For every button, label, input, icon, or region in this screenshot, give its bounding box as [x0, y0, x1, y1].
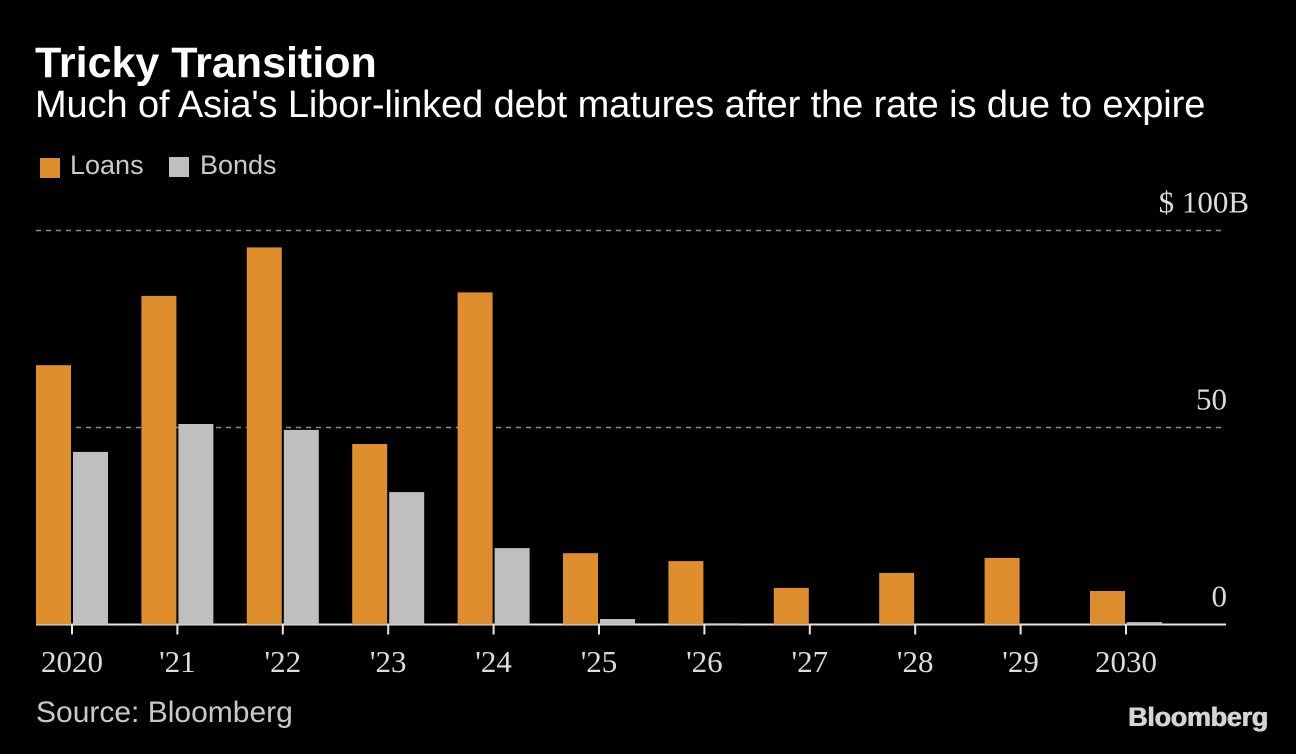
svg-text:50: 50	[1196, 382, 1227, 417]
svg-text:0: 0	[1212, 579, 1228, 614]
svg-text:'27: '27	[792, 644, 829, 679]
svg-text:$ 100B: $ 100B	[1159, 185, 1249, 220]
svg-text:'24: '24	[475, 644, 512, 679]
svg-text:'25: '25	[581, 644, 618, 679]
svg-text:'22: '22	[265, 644, 302, 679]
svg-text:'21: '21	[159, 644, 196, 679]
svg-text:'28: '28	[897, 644, 934, 679]
svg-text:2030: 2030	[1095, 644, 1157, 679]
svg-text:'29: '29	[1002, 644, 1039, 679]
svg-text:2020: 2020	[41, 644, 103, 679]
svg-text:'23: '23	[370, 644, 407, 679]
svg-text:'26: '26	[686, 644, 723, 679]
